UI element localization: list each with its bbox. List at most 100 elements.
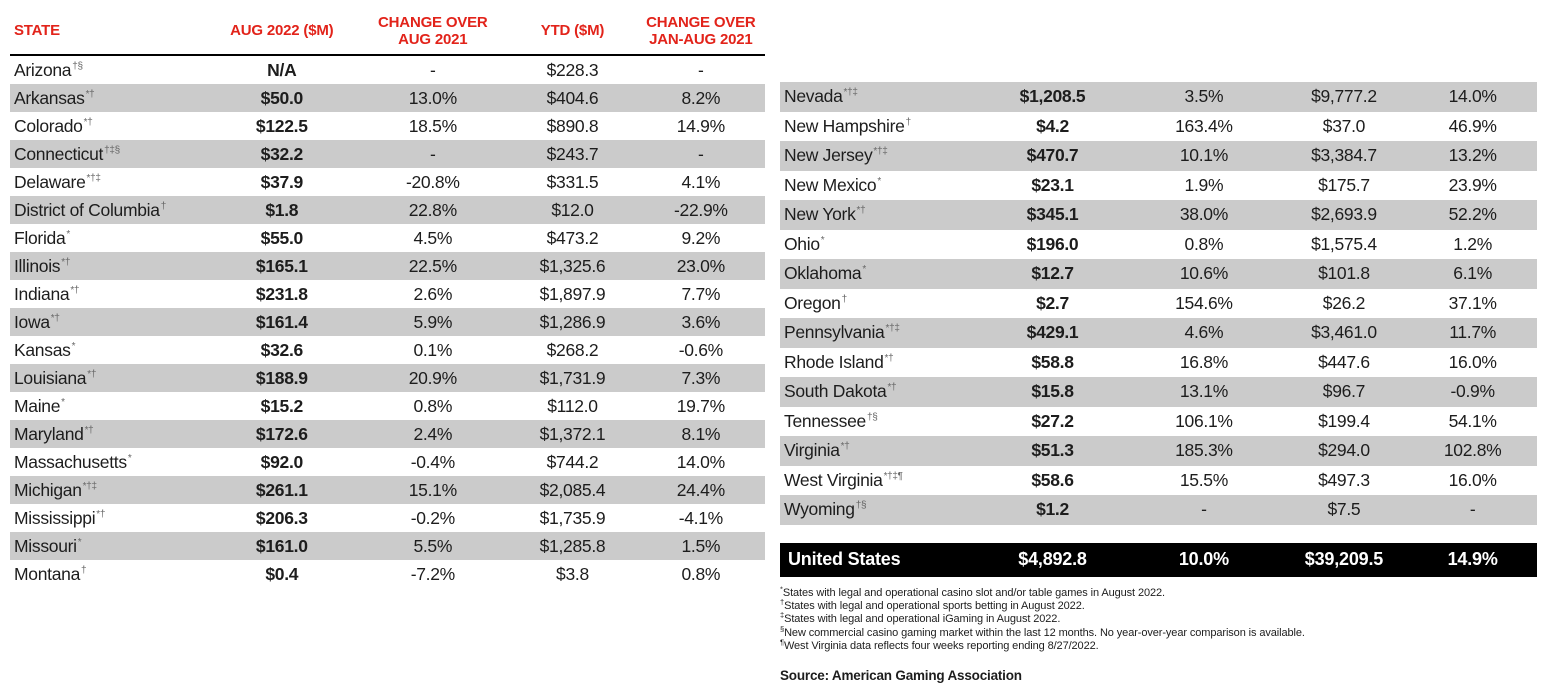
table-row: Rhode Island*† $58.8 16.8% $447.6 16.0% (780, 348, 1537, 378)
table-row: Florida* $55.0 4.5% $473.2 9.2% (10, 224, 765, 252)
table-row: Arkansas*† $50.0 13.0% $404.6 8.2% (10, 84, 765, 112)
state-name: Mississippi*† (14, 507, 106, 528)
total-change-ytd-value: 14.9% (1447, 549, 1498, 569)
table-row: Ohio* $196.0 0.8% $1,575.4 1.2% (780, 230, 1537, 260)
change-over-jan-aug-2021-value: 1.5% (681, 535, 721, 556)
ytd-value: $890.8 (546, 115, 599, 136)
total-aug-2022-value: $4,892.8 (1018, 549, 1087, 569)
table-row: West Virginia*†‡¶ $58.6 15.5% $497.3 16.… (780, 466, 1537, 496)
ytd-value: $331.5 (546, 171, 599, 192)
ytd-value: $3,461.0 (1311, 322, 1377, 343)
change-over-jan-aug-2021-value: 4.1% (681, 171, 721, 192)
table-row: Massachusetts* $92.0 -0.4% $744.2 14.0% (10, 448, 765, 476)
change-over-jan-aug-2021-value: 24.4% (676, 479, 725, 500)
ytd-value: $3,384.7 (1311, 145, 1377, 166)
change-over-jan-aug-2021-value: 19.7% (676, 395, 725, 416)
change-over-jan-aug-2021-value: 14.0% (1448, 86, 1497, 107)
state-name: New Jersey*†‡ (784, 145, 888, 166)
aug-2022-value: $2.7 (1036, 292, 1069, 313)
ytd-value: $268.2 (546, 339, 599, 360)
header-ytd: YTD ($M) (540, 22, 605, 40)
state-name: Michigan*†‡ (14, 479, 97, 500)
aug-2022-value: $1,208.5 (1019, 86, 1086, 107)
aug-2022-value: $231.8 (255, 283, 308, 304)
table-row: Montana† $0.4 -7.2% $3.8 0.8% (10, 560, 765, 588)
state-name: Montana† (14, 563, 87, 584)
change-over-jan-aug-2021-value: 7.3% (681, 367, 721, 388)
footnote-line: ¶West Virginia data reflects four weeks … (780, 637, 1099, 653)
state-revenue-table-left: STATE AUG 2022 ($M) CHANGE OVER AUG 2021… (10, 8, 765, 588)
change-over-aug-2021-value: 13.0% (408, 87, 457, 108)
change-over-aug-2021-value: 185.3% (1175, 440, 1233, 461)
ytd-value: $96.7 (1322, 381, 1366, 402)
change-over-jan-aug-2021-value: 11.7% (1449, 322, 1497, 343)
state-name: Nevada*†‡ (784, 86, 858, 107)
ytd-value: $1,897.9 (539, 283, 606, 304)
aug-2022-value: $261.1 (255, 479, 308, 500)
aug-2022-value: $429.1 (1026, 322, 1079, 343)
ytd-value: $37.0 (1322, 115, 1366, 136)
ytd-value: $1,735.9 (539, 507, 606, 528)
change-over-aug-2021-value: - (430, 59, 436, 80)
change-over-jan-aug-2021-value: 9.2% (681, 227, 721, 248)
table-row: Kansas* $32.6 0.1% $268.2 -0.6% (10, 336, 765, 364)
table-row: Maryland*† $172.6 2.4% $1,372.1 8.1% (10, 420, 765, 448)
aug-2022-value: $23.1 (1031, 174, 1074, 195)
total-change-aug-value: 10.0% (1178, 549, 1229, 569)
table-row: District of Columbia† $1.8 22.8% $12.0 -… (10, 196, 765, 224)
aug-2022-value: $15.2 (260, 395, 304, 416)
change-over-aug-2021-value: 16.8% (1179, 351, 1228, 372)
ytd-value: $473.2 (546, 227, 599, 248)
footnote-line: ‡States with legal and operational iGami… (780, 610, 1061, 626)
state-name: Tennessee†§ (784, 410, 878, 431)
table-row: Oregon† $2.7 154.6% $26.2 37.1% (780, 289, 1537, 319)
header-change-aug-2021: CHANGE OVER AUG 2021 (378, 13, 488, 48)
state-name: Arkansas*† (14, 87, 95, 108)
aug-2022-value: $470.7 (1026, 145, 1079, 166)
table-row: Connecticut†‡§ $32.2 - $243.7 - (10, 140, 765, 168)
change-over-aug-2021-value: 0.1% (413, 339, 453, 360)
aug-2022-value: $161.4 (255, 311, 308, 332)
table-row: Delaware*†‡ $37.9 -20.8% $331.5 4.1% (10, 168, 765, 196)
ytd-value: $1,731.9 (539, 367, 606, 388)
state-name: Oklahoma* (784, 263, 866, 284)
aug-2022-value: $50.0 (260, 87, 304, 108)
change-over-jan-aug-2021-value: 8.2% (681, 87, 721, 108)
change-over-aug-2021-value: 0.8% (1184, 233, 1224, 254)
change-over-aug-2021-value: 5.5% (413, 535, 453, 556)
state-name: Louisiana*† (14, 367, 97, 388)
change-over-jan-aug-2021-value: -0.6% (678, 339, 724, 360)
change-over-jan-aug-2021-value: 16.0% (1448, 469, 1497, 490)
state-name: Pennsylvania*†‡ (784, 322, 900, 343)
aug-2022-value: $15.8 (1031, 381, 1074, 402)
table-row: New Jersey*†‡ $470.7 10.1% $3,384.7 13.2… (780, 141, 1537, 171)
change-over-aug-2021-value: 22.5% (408, 255, 457, 276)
ytd-value: $404.6 (546, 87, 599, 108)
aug-2022-value: $12.7 (1031, 263, 1074, 284)
change-over-aug-2021-value: 3.5% (1184, 86, 1224, 107)
state-name: New York*† (784, 204, 866, 225)
aug-2022-value: $1.8 (265, 199, 299, 220)
state-name: Oregon† (784, 292, 847, 313)
change-over-aug-2021-value: 2.6% (413, 283, 453, 304)
change-over-aug-2021-value: 163.4% (1175, 115, 1233, 136)
state-name: Arizona†§ (14, 59, 83, 80)
aug-2022-value: $92.0 (260, 451, 304, 472)
aug-2022-value: $165.1 (255, 255, 308, 276)
aug-2022-value: $51.3 (1031, 440, 1074, 461)
change-over-jan-aug-2021-value: 3.6% (681, 311, 721, 332)
state-name: New Hampshire† (784, 115, 911, 136)
aug-2022-value: $58.8 (1031, 351, 1074, 372)
state-name: Iowa*† (14, 311, 60, 332)
change-over-aug-2021-value: - (1201, 499, 1207, 520)
change-over-jan-aug-2021-value: 13.2% (1448, 145, 1497, 166)
table-row: Iowa*† $161.4 5.9% $1,286.9 3.6% (10, 308, 765, 336)
change-over-aug-2021-value: 4.5% (413, 227, 453, 248)
ytd-value: $12.0 (551, 199, 594, 220)
aug-2022-value: $55.0 (260, 227, 304, 248)
change-over-jan-aug-2021-value: 102.8% (1443, 440, 1502, 461)
ytd-value: $447.6 (1318, 351, 1370, 372)
ytd-value: $228.3 (546, 59, 599, 80)
change-over-jan-aug-2021-value: -22.9% (673, 199, 728, 220)
change-over-jan-aug-2021-value: 1.2% (1453, 233, 1492, 254)
